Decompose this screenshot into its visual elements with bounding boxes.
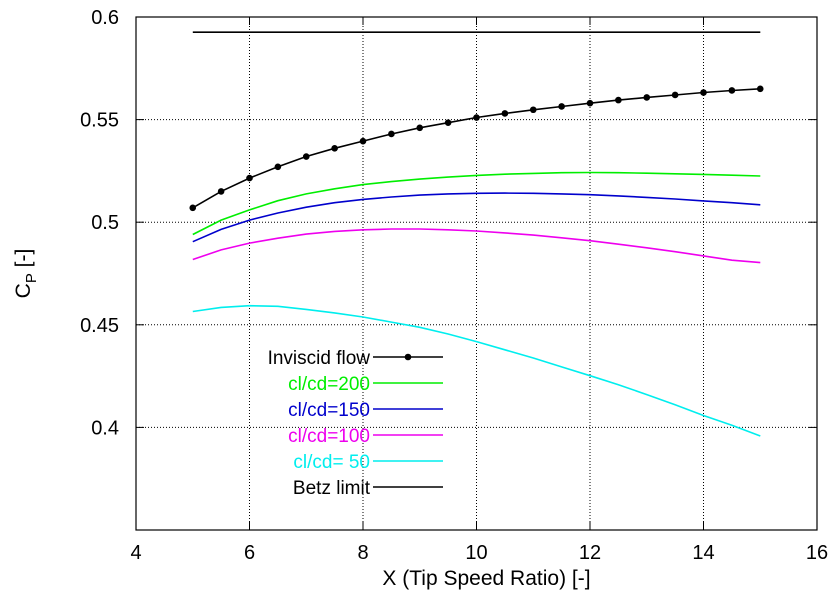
series-0 — [189, 85, 764, 212]
series-point — [756, 85, 764, 93]
series-layer — [189, 31, 764, 437]
y-axis-label: CP [-] — [12, 249, 40, 299]
series-point — [388, 130, 395, 138]
series-point — [671, 91, 679, 99]
series-point — [558, 103, 565, 110]
series-point — [529, 106, 537, 114]
series-point — [615, 96, 622, 104]
y-tick-label: 0.5 — [91, 212, 119, 234]
y-tick-label: 0.45 — [80, 315, 119, 337]
series-line — [192, 228, 761, 264]
legend-label: Betz limit — [293, 478, 371, 499]
series-point — [359, 137, 367, 145]
series-point — [444, 119, 452, 126]
series-line — [192, 192, 761, 243]
x-tick-label: 4 — [130, 542, 141, 564]
x-tick-label: 6 — [244, 542, 255, 564]
grid — [136, 17, 817, 530]
x-tick-label: 12 — [579, 542, 601, 564]
series-point — [217, 188, 225, 195]
series-point — [700, 89, 707, 96]
series-point — [501, 110, 509, 117]
legend-label: cl/cd=100 — [288, 426, 370, 447]
ticks — [135, 16, 818, 530]
legend-label: Inviscid flow — [268, 348, 371, 369]
series-point — [643, 94, 651, 101]
y-tick-label: 0.6 — [91, 7, 119, 29]
x-tick-label: 14 — [692, 542, 714, 564]
series-1 — [192, 171, 761, 236]
series-point — [473, 114, 480, 121]
series-line — [192, 171, 761, 236]
x-tick-label: 8 — [357, 542, 368, 564]
series-line — [192, 304, 761, 437]
series-2 — [192, 192, 761, 243]
series-4 — [192, 304, 761, 437]
series-point — [189, 204, 197, 212]
series-point — [246, 174, 253, 182]
y-tick-label: 0.55 — [80, 110, 119, 132]
x-axis-label: X (Tip Speed Ratio) [-] — [382, 567, 590, 590]
series-3 — [192, 228, 761, 264]
legend-marker — [404, 353, 412, 361]
y-tick-label: 0.4 — [91, 417, 119, 439]
legend-label: cl/cd=200 — [288, 374, 370, 395]
y-axis-label-main: C — [12, 283, 35, 298]
series-point — [728, 87, 736, 94]
x-tick-label: 10 — [465, 542, 487, 564]
y-axis-label-subscript: P — [23, 273, 40, 283]
legend: Inviscid flow cl/cd=200 cl/cd=150 cl/cd=100… — [268, 348, 443, 499]
series-point — [302, 153, 310, 160]
series-point — [416, 124, 424, 132]
series-point — [331, 145, 338, 152]
x-tick-label: 16 — [806, 542, 828, 564]
series-point — [274, 163, 282, 171]
y-axis-label-unit: [-] — [12, 249, 35, 274]
legend-label: cl/cd= 50 — [293, 452, 370, 473]
tick-labels: 4 6 8 10 12 14 16 0.4 0.45 0.5 0.55 0.6 — [80, 7, 828, 564]
legend-label: cl/cd=150 — [288, 400, 370, 421]
series-point — [586, 99, 594, 107]
